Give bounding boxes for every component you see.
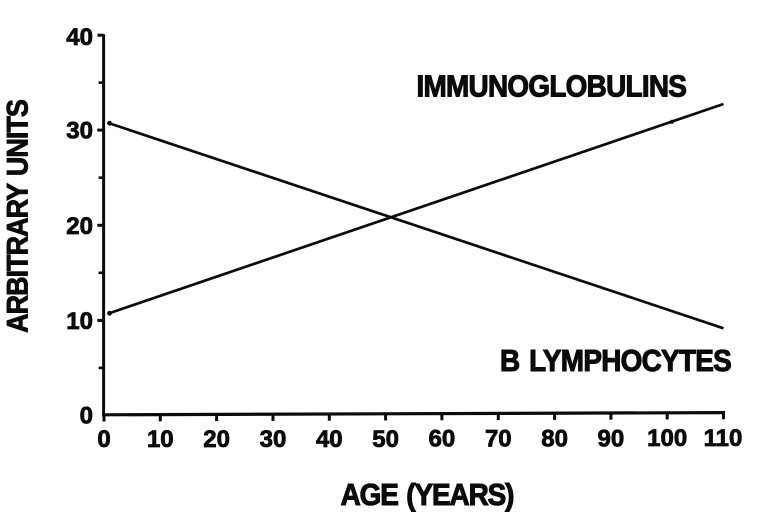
svg-text:10: 10 — [66, 308, 93, 335]
svg-text:IMMUNOGLOBULINS: IMMUNOGLOBULINS — [417, 69, 687, 104]
svg-text:40: 40 — [66, 24, 93, 51]
svg-text:30: 30 — [260, 426, 287, 453]
svg-text:100: 100 — [647, 425, 687, 452]
svg-text:0: 0 — [97, 426, 110, 453]
svg-text:AGE (YEARS): AGE (YEARS) — [341, 478, 514, 513]
svg-text:20: 20 — [66, 213, 93, 240]
svg-text:20: 20 — [203, 426, 230, 453]
svg-text:60: 60 — [429, 426, 456, 453]
svg-text:0: 0 — [80, 403, 93, 430]
svg-text:90: 90 — [598, 425, 625, 452]
svg-text:30: 30 — [66, 118, 93, 145]
svg-text:B LYMPHOCYTES: B LYMPHOCYTES — [500, 344, 731, 379]
svg-text:ARBITRARY UNITS: ARBITRARY UNITS — [1, 100, 35, 333]
svg-text:70: 70 — [485, 426, 512, 453]
svg-text:110: 110 — [704, 425, 743, 452]
svg-text:50: 50 — [372, 426, 399, 453]
svg-text:80: 80 — [541, 425, 568, 452]
svg-text:40: 40 — [316, 426, 343, 453]
svg-text:10: 10 — [147, 426, 174, 453]
